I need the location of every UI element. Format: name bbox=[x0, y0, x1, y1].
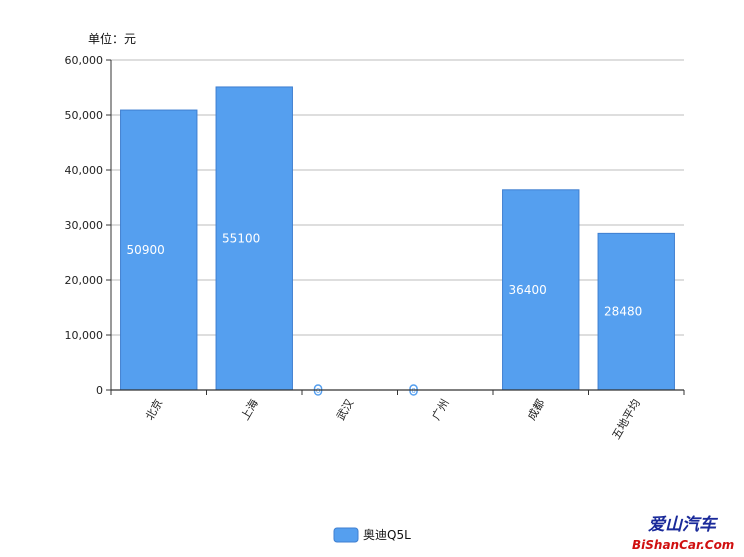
data-label: 36400 bbox=[509, 283, 547, 297]
bar-5[interactable] bbox=[597, 232, 675, 391]
y-tick-label: 20,000 bbox=[65, 274, 104, 287]
data-label: 55100 bbox=[222, 231, 260, 245]
y-tick-label: 10,000 bbox=[65, 329, 104, 342]
x-category-label: 武汉 bbox=[334, 397, 356, 423]
data-label: 0 bbox=[411, 387, 415, 395]
x-category-label: 五地平均 bbox=[610, 397, 643, 442]
watermark-en: BiShanCar.Com bbox=[632, 538, 734, 552]
legend-swatch bbox=[333, 527, 359, 543]
unit-label: 单位：元 bbox=[88, 31, 136, 46]
x-category-label: 广州 bbox=[430, 397, 452, 423]
y-tick-label: 0 bbox=[96, 384, 103, 397]
y-tick-label: 40,000 bbox=[65, 164, 104, 177]
data-label: 50900 bbox=[127, 243, 165, 257]
data-label: 28480 bbox=[604, 305, 642, 319]
legend[interactable]: 奥迪Q5L bbox=[333, 527, 411, 543]
data-label: 0 bbox=[316, 387, 320, 395]
x-category-label: 北京 bbox=[142, 397, 165, 423]
bars: 50900 55100 0 0 36400 28480 bbox=[120, 86, 675, 396]
watermark-logo: 爱山汽车 BiShanCar.Com bbox=[632, 515, 734, 552]
x-category-label: 成都 bbox=[525, 397, 547, 423]
watermark-cn: 爱山汽车 bbox=[648, 515, 719, 535]
grid-lines bbox=[111, 59, 684, 336]
y-tick-label: 30,000 bbox=[65, 219, 104, 232]
y-tick-label: 60,000 bbox=[65, 54, 104, 67]
y-tick-label: 50,000 bbox=[65, 109, 104, 122]
bar-4[interactable] bbox=[502, 189, 580, 391]
bar-1[interactable] bbox=[215, 86, 293, 391]
legend-label: 奥迪Q5L bbox=[363, 528, 411, 542]
x-category-label: 上海 bbox=[238, 397, 261, 423]
